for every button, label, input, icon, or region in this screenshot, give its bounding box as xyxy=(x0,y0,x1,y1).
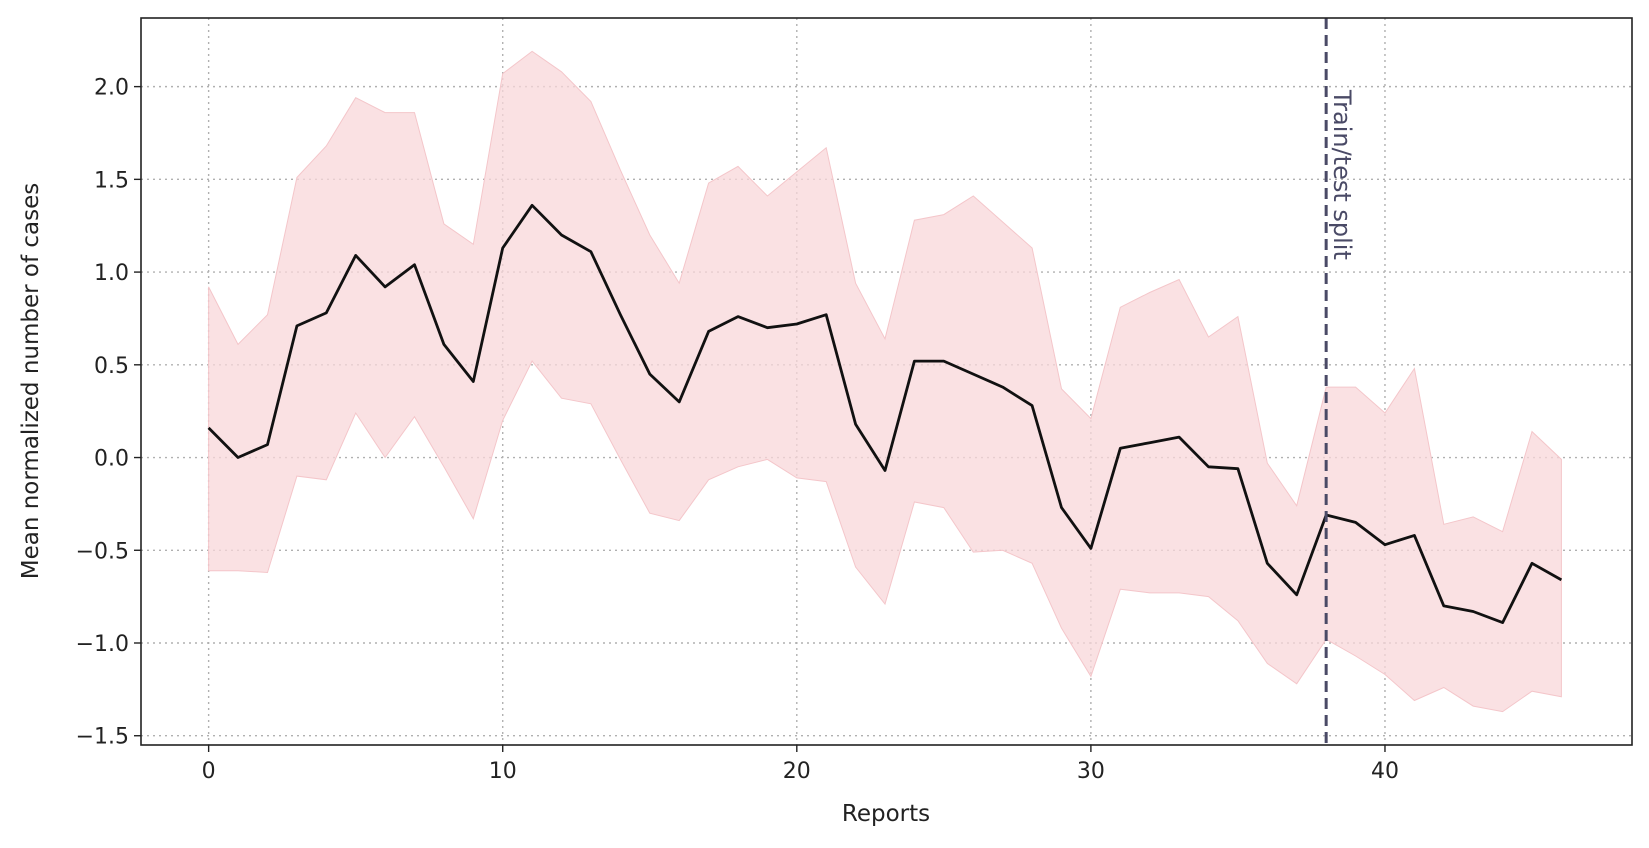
confidence-band xyxy=(208,50,1562,713)
mean-line xyxy=(207,203,1563,624)
x-tick-label: 10 xyxy=(489,759,517,784)
plot-frame xyxy=(140,17,1633,746)
split-label: Train/test split xyxy=(1328,89,1356,260)
y-tick-label: −1.0 xyxy=(76,632,129,657)
x-tick-label: 20 xyxy=(783,759,811,784)
vline-layer: Train/test split xyxy=(1324,18,1356,745)
y-tick-label: −0.5 xyxy=(76,539,129,564)
x-tick-label: 30 xyxy=(1077,759,1105,784)
band-layer xyxy=(208,50,1562,713)
x-tick-label: 0 xyxy=(202,759,216,784)
tick-layer: 0 10 20 30 40 −1.5 −1.0 −0.5 0.0 0.5 1.0 1.5 2.0 xyxy=(76,76,1399,784)
line-layer xyxy=(207,203,1563,624)
y-tick-label: 2.0 xyxy=(94,76,129,101)
y-tick-label: 1.5 xyxy=(94,168,129,193)
x-tick-label: 40 xyxy=(1371,759,1399,784)
y-tick-label: 0.5 xyxy=(94,354,129,379)
y-tick-label: 1.0 xyxy=(94,261,129,286)
y-axis-label: Mean normalized number of cases xyxy=(18,183,44,580)
y-tick-label: 0.0 xyxy=(94,447,129,472)
x-axis-label: Reports xyxy=(842,801,930,827)
y-tick-label: −1.5 xyxy=(76,725,129,750)
